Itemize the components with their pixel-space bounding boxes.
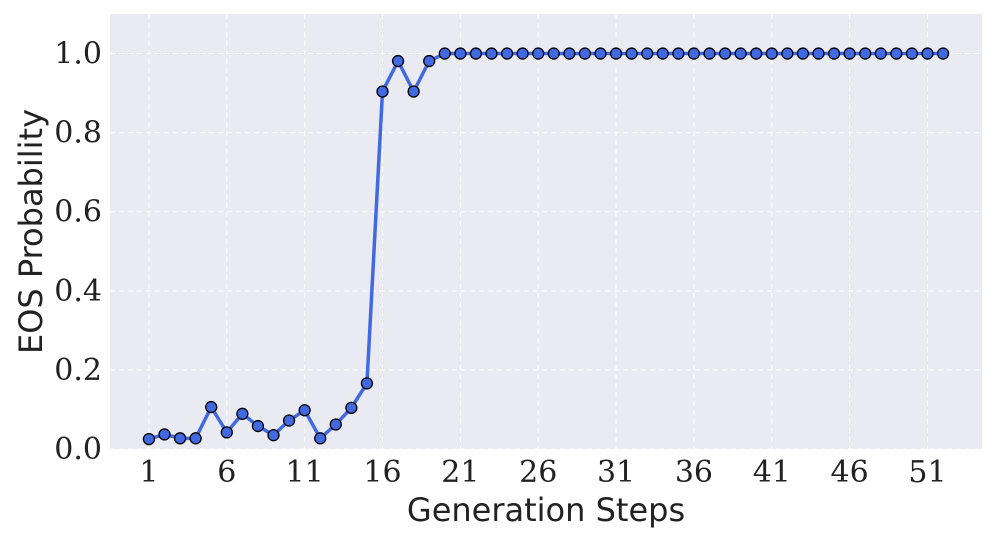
data-point: [874, 47, 887, 60]
data-point: [718, 47, 732, 60]
data-point: [921, 47, 934, 60]
data-point: [547, 47, 560, 60]
series-line: [148, 51, 944, 441]
data-point: [345, 401, 358, 415]
x-tick-label: 21: [441, 455, 479, 490]
data-point: [205, 400, 218, 414]
data-point: [423, 54, 436, 68]
data-point: [890, 47, 903, 60]
data-point: [827, 47, 841, 60]
data-point: [563, 47, 576, 60]
y-tick-label: 0.2: [54, 353, 102, 388]
data-point: [703, 47, 716, 60]
y-tick-label: 0.8: [54, 116, 102, 151]
data-point: [282, 414, 296, 427]
data-point: [360, 377, 374, 390]
data-point: [936, 47, 950, 60]
y-tick-label: 1.0: [54, 37, 102, 72]
data-point: [625, 47, 638, 60]
data-point: [220, 426, 233, 439]
data-point: [905, 47, 919, 60]
data-point: [376, 85, 389, 98]
data-point: [765, 47, 778, 60]
data-point: [687, 47, 701, 60]
x-tick-label: 41: [753, 455, 791, 490]
data-point: [189, 432, 202, 445]
x-tick-label: 16: [363, 455, 401, 490]
x-tick-label: 46: [831, 455, 869, 490]
data-point: [438, 47, 451, 60]
x-axis-label: Generation Steps: [407, 491, 685, 529]
data-point: [532, 47, 545, 60]
x-tick-label: 36: [675, 455, 713, 490]
data-point: [734, 47, 747, 60]
series-layer: [142, 47, 950, 446]
x-tick-label: 6: [217, 455, 236, 490]
x-tick-label: 11: [286, 455, 324, 490]
data-point: [485, 47, 498, 60]
x-tick-label: 31: [597, 455, 635, 490]
data-point: [750, 47, 763, 60]
data-point: [142, 432, 156, 446]
data-point: [672, 47, 685, 60]
data-point: [578, 47, 592, 60]
tick-labels: 1 6 11 16 21 26 31 36 41 46 510.00.20.40.60.81.0: [54, 37, 946, 490]
data-point: [298, 404, 311, 417]
data-point: [781, 47, 794, 60]
data-point: [516, 47, 529, 60]
x-tick-label: 26: [519, 455, 557, 490]
data-point: [469, 47, 483, 60]
data-point: [796, 47, 810, 60]
data-point: [812, 47, 825, 60]
data-point: [251, 419, 265, 433]
data-point: [267, 429, 280, 442]
data-point: [641, 47, 654, 60]
data-point: [173, 432, 187, 445]
y-tick-label: 0.4: [54, 274, 102, 309]
x-tick-label: 1: [139, 455, 158, 490]
x-tick-label: 51: [908, 455, 946, 490]
data-point: [843, 47, 856, 60]
data-point: [391, 54, 405, 68]
data-point: [158, 428, 171, 441]
data-point: [594, 47, 607, 60]
data-point: [236, 407, 249, 420]
y-tick-label: 0.0: [54, 432, 102, 467]
y-axis-label: EOS Probability: [12, 109, 50, 354]
data-point: [407, 85, 420, 98]
data-point: [609, 47, 623, 60]
y-tick-label: 0.6: [54, 195, 102, 230]
data-point: [329, 418, 342, 431]
data-point: [500, 47, 514, 60]
data-point: [314, 432, 327, 445]
plot-area: [110, 14, 982, 449]
data-point: [656, 47, 669, 60]
data-point: [454, 47, 467, 60]
data-point: [859, 47, 872, 60]
